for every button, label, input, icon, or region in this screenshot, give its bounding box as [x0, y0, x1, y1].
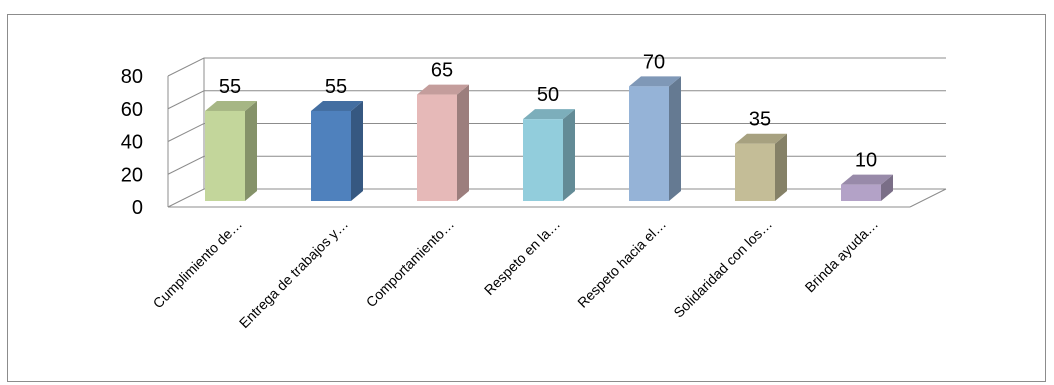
bar-front: [735, 143, 775, 201]
bar-front: [417, 94, 457, 201]
gridline: [167, 57, 946, 77]
y-tick-label: 20: [121, 164, 143, 186]
bar: [311, 100, 363, 201]
data-labels: 55 55 65 50 70 35 10: [219, 51, 877, 171]
bar: [523, 109, 575, 201]
gridline: [167, 188, 946, 208]
bar-top: [629, 76, 681, 87]
y-tick-label: 40: [121, 132, 143, 154]
gridline: [167, 155, 946, 175]
bar-top: [735, 133, 787, 144]
category-label: Brinda ayuda…: [802, 216, 882, 296]
bar: [417, 84, 469, 201]
category-label: Respeto en la…: [481, 216, 563, 298]
gridlines: [167, 57, 947, 208]
bar-front: [205, 110, 245, 201]
floor-right-edge: [909, 188, 947, 208]
category-label: Cumplimiento de…: [150, 216, 246, 312]
data-label: 65: [431, 60, 453, 82]
category-label: Solidaridad con los…: [670, 216, 775, 321]
category-label: Respeto hacia el…: [574, 216, 669, 311]
gridline: [167, 123, 946, 142]
bar-side: [351, 100, 363, 201]
gridline: [167, 90, 946, 110]
bar-top: [523, 109, 575, 120]
y-axis-ticks: 0 20 40 60 80: [121, 66, 143, 219]
y-tick-label: 0: [132, 197, 143, 219]
bar-side: [245, 100, 257, 201]
data-label: 50: [537, 84, 559, 106]
bar-front: [841, 184, 881, 201]
category-label: Comportamiento…: [363, 216, 457, 310]
data-label: 10: [855, 150, 877, 172]
bar-side: [563, 109, 575, 201]
data-label: 55: [219, 76, 241, 98]
bar-top: [205, 100, 257, 111]
bar: [735, 133, 787, 201]
bar: [629, 76, 681, 201]
bar-top: [417, 84, 469, 95]
y-tick-label: 80: [121, 66, 143, 88]
category-label: Entrega de trabajos y…: [236, 216, 351, 331]
bar-top: [841, 174, 893, 185]
data-label: 70: [643, 51, 665, 73]
bar-front: [523, 119, 563, 201]
bar-side: [775, 133, 787, 201]
data-label: 35: [749, 109, 771, 131]
bar-side: [881, 174, 893, 201]
bar-top: [311, 100, 363, 111]
bar: [205, 100, 257, 201]
data-label: 55: [325, 76, 347, 98]
bar: [841, 174, 893, 201]
bar-side: [457, 84, 469, 201]
bar-front: [311, 110, 351, 201]
bar-side: [669, 76, 681, 201]
y-tick-label: 60: [121, 99, 143, 121]
category-labels: Cumplimiento de…Entrega de trabajos y… Co…: [150, 216, 882, 331]
bar-front: [629, 86, 669, 201]
bars: [205, 76, 893, 201]
